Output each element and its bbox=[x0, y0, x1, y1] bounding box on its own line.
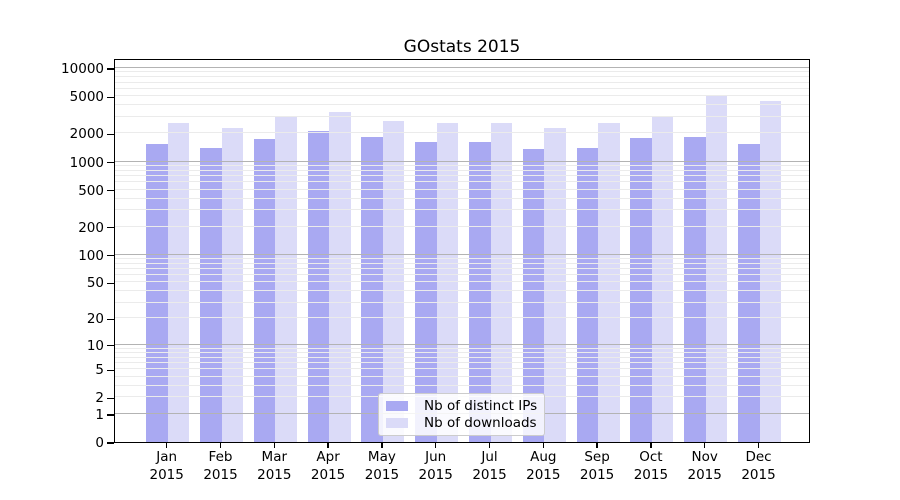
x-tick-mark bbox=[596, 443, 598, 448]
x-tick-label-jun: Jun 2015 bbox=[418, 449, 453, 483]
bar-distinct-ips-jun bbox=[415, 142, 437, 442]
bar-downloads-sep bbox=[598, 122, 620, 442]
legend: Nb of distinct IPs Nb of downloads bbox=[378, 393, 545, 436]
y-tick-label-500: 500 bbox=[78, 182, 104, 199]
bar-distinct-ips-nov bbox=[684, 136, 706, 442]
y-tick-label-2000: 2000 bbox=[69, 126, 104, 143]
x-tick-label-feb: Feb 2015 bbox=[203, 449, 238, 483]
y-tick-mark bbox=[107, 254, 114, 257]
x-tick-label-sep: Sep 2015 bbox=[579, 449, 615, 483]
bar-downloads-dec bbox=[759, 101, 781, 442]
y-tick-label-2: 2 bbox=[95, 390, 104, 407]
bar-downloads-nov bbox=[705, 96, 728, 442]
y-tick-mark bbox=[107, 96, 114, 98]
y-tick-mark bbox=[107, 133, 114, 136]
x-tick-label-jul: Jul 2015 bbox=[472, 449, 507, 483]
y-tick-label-100: 100 bbox=[78, 247, 104, 264]
y-tick-label-200: 200 bbox=[78, 219, 104, 236]
y-tick-mark bbox=[107, 282, 114, 285]
legend-item-downloads: Nb of downloads bbox=[386, 415, 537, 431]
y-tick-label-50: 50 bbox=[86, 275, 104, 292]
x-tick-label-dec: Dec 2015 bbox=[741, 449, 776, 483]
x-tick-mark bbox=[488, 443, 491, 448]
y-tick-label-0: 0 bbox=[95, 435, 104, 451]
x-tick-label-may: May 2015 bbox=[364, 449, 400, 483]
x-tick-mark bbox=[542, 443, 544, 448]
x-tick-label-apr: Apr 2015 bbox=[310, 449, 346, 483]
y-tick-label-5: 5 bbox=[95, 362, 104, 379]
legend-swatch-distinct-ips bbox=[386, 401, 408, 411]
y-tick-mark bbox=[107, 68, 114, 70]
legend-label-distinct-ips: Nb of distinct IPs bbox=[424, 398, 538, 414]
x-tick-label-aug: Aug 2015 bbox=[526, 449, 561, 483]
x-tick-mark bbox=[273, 443, 275, 448]
y-tick-label-1000: 1000 bbox=[69, 154, 104, 171]
y-tick-label-20: 20 bbox=[86, 311, 104, 328]
x-tick-mark bbox=[166, 443, 168, 448]
x-tick-mark bbox=[381, 443, 383, 448]
x-tick-label-mar: Mar 2015 bbox=[257, 449, 292, 483]
y-tick-mark bbox=[107, 227, 114, 229]
bar-distinct-ips-feb bbox=[200, 147, 222, 442]
x-tick-mark bbox=[757, 443, 760, 448]
y-tick-mark bbox=[107, 397, 114, 400]
bar-downloads-aug bbox=[544, 127, 566, 442]
x-tick-label-jan: Jan 2015 bbox=[149, 449, 184, 483]
y-tick-mark bbox=[107, 414, 114, 416]
bar-distinct-ips-sep bbox=[576, 147, 599, 442]
bar-distinct-ips-jul bbox=[469, 142, 491, 442]
x-tick-mark bbox=[650, 443, 652, 448]
bar-distinct-ips-may bbox=[361, 136, 383, 442]
bar-distinct-ips-dec bbox=[738, 143, 760, 442]
bar-downloads-apr bbox=[329, 111, 351, 442]
bar-distinct-ips-jan bbox=[146, 143, 168, 442]
bar-downloads-jan bbox=[167, 122, 190, 442]
bars-layer bbox=[115, 60, 809, 442]
y-tick-mark bbox=[107, 369, 114, 371]
y-tick-mark bbox=[107, 442, 114, 444]
x-tick-mark bbox=[327, 443, 329, 448]
bar-downloads-feb bbox=[221, 127, 243, 442]
legend-swatch-downloads bbox=[386, 418, 408, 428]
x-tick-mark bbox=[219, 443, 222, 448]
chart-title: GOstats 2015 bbox=[403, 37, 521, 57]
legend-item-distinct-ips: Nb of distinct IPs bbox=[386, 398, 537, 414]
y-tick-mark bbox=[107, 189, 114, 192]
y-tick-mark bbox=[107, 161, 114, 164]
y-tick-mark bbox=[107, 344, 114, 347]
y-tick-label-5000: 5000 bbox=[69, 89, 104, 106]
y-tick-label-10: 10 bbox=[86, 337, 104, 354]
y-tick-mark bbox=[107, 318, 114, 321]
x-tick-mark bbox=[704, 443, 706, 448]
bar-distinct-ips-oct bbox=[630, 137, 652, 442]
bar-downloads-mar bbox=[275, 115, 297, 442]
plot-area bbox=[114, 59, 810, 443]
bar-distinct-ips-apr bbox=[307, 131, 330, 442]
x-tick-label-nov: Nov 2015 bbox=[687, 449, 722, 483]
y-tick-label-10000: 10000 bbox=[61, 61, 104, 77]
x-tick-mark bbox=[435, 443, 437, 448]
bar-distinct-ips-mar bbox=[253, 138, 276, 442]
x-tick-label-oct: Oct 2015 bbox=[633, 449, 669, 483]
bar-downloads-oct bbox=[651, 115, 674, 442]
y-tick-label-1: 1 bbox=[95, 406, 104, 423]
legend-label-downloads: Nb of downloads bbox=[424, 415, 537, 431]
